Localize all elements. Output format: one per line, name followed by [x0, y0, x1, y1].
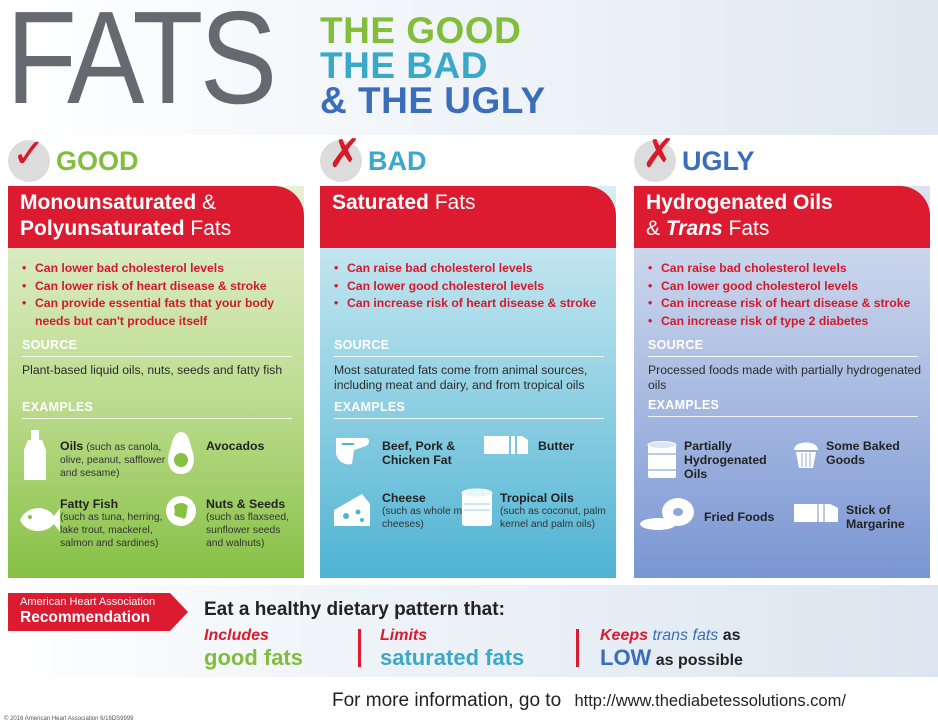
- steak-icon: [336, 438, 369, 465]
- column-bad-panel: Saturated Fats Can raise bad cholesterol…: [320, 186, 616, 578]
- divider: [648, 416, 918, 417]
- examples-heading: EXAMPLES: [22, 400, 94, 414]
- list-item: Can lower good cholesterol levels: [334, 278, 614, 296]
- cheese-icon: [334, 494, 370, 526]
- source-text: Processed foods made with partially hydr…: [648, 363, 922, 392]
- recommendation-includes: Includes good fats: [204, 627, 303, 670]
- example-baked-goods: Some Baked Goods: [826, 439, 900, 467]
- divider: [22, 356, 292, 357]
- x-mark-icon: ✗: [634, 134, 676, 182]
- muffin-icon: [794, 442, 818, 468]
- list-item: Can lower bad cholesterol levels: [22, 260, 302, 278]
- column-good-benefits: Can lower bad cholesterol levels Can low…: [22, 260, 302, 330]
- recommendation-limits: Limits saturated fats: [380, 627, 525, 670]
- source-heading: SOURCE: [22, 338, 78, 352]
- list-item: Can increase risk of heart disease & str…: [334, 295, 614, 313]
- column-good-title: Monounsaturated & Polyunsaturated Fats: [8, 186, 304, 248]
- source-heading: SOURCE: [648, 338, 704, 352]
- recommendation-keeps-low: Keeps trans fats as LOW as possible: [600, 627, 743, 670]
- copyright-text: © 2016 American Heart Association 6/16DS…: [4, 716, 134, 722]
- oil-bottle-icon: [24, 430, 46, 480]
- examples-heading: EXAMPLES: [648, 398, 720, 412]
- column-bad-label: BAD: [368, 145, 427, 176]
- example-beef-pork-chicken: Beef, Pork & Chicken Fat: [382, 439, 456, 467]
- column-bad-header: ✗ BAD: [320, 134, 427, 182]
- divider: [648, 356, 918, 357]
- example-tropical-oils: Tropical Oils (such as coconut, palm ker…: [500, 491, 606, 531]
- column-ugly-header: ✗ UGLY: [634, 134, 755, 182]
- divider: [22, 418, 292, 419]
- list-item: Can raise bad cholesterol levels: [648, 260, 928, 278]
- checkmark-icon: ✓: [8, 134, 50, 182]
- examples-heading: EXAMPLES: [334, 400, 406, 414]
- list-item: Can increase risk of heart disease & str…: [648, 295, 928, 313]
- example-fatty-fish: Fatty Fish (such as tuna, herring, lake …: [60, 497, 163, 550]
- donut-fries-icon: [640, 498, 694, 530]
- list-item: Can lower risk of heart disease & stroke: [22, 278, 302, 296]
- divider: [334, 418, 604, 419]
- tag-the-ugly: & THE UGLY: [320, 80, 546, 121]
- tag-the-bad: THE BAD: [320, 45, 488, 86]
- column-bad: ✗ BAD Saturated Fats Can raise bad chole…: [320, 134, 616, 578]
- example-avocados: Avocados: [206, 439, 265, 453]
- divider: [334, 356, 604, 357]
- nut-icon: [166, 496, 196, 526]
- recommendation-band: American Heart Association Recommendatio…: [0, 585, 938, 677]
- aha-recommendation-badge: American Heart Association Recommendatio…: [8, 593, 188, 631]
- recommendation-heading: Eat a healthy dietary pattern that:: [204, 599, 505, 620]
- list-item: Can provide essential fats that your bod…: [22, 295, 302, 330]
- fish-icon: [20, 508, 60, 532]
- column-ugly-panel: Hydrogenated Oils & Trans Fats Can raise…: [634, 186, 930, 578]
- footer-url-link[interactable]: http://www.thediabetessolutions.com/: [574, 692, 846, 710]
- avocado-icon: [168, 432, 194, 474]
- source-text: Plant-based liquid oils, nuts, seeds and…: [22, 363, 283, 377]
- column-ugly-effects: Can raise bad cholesterol levels Can low…: [648, 260, 928, 330]
- margarine-stick-icon: [794, 504, 838, 522]
- example-butter: Butter: [538, 439, 575, 453]
- example-partially-hydrogenated-oils: Partially Hydrogenated Oils: [684, 439, 767, 481]
- column-good-panel: Monounsaturated & Polyunsaturated Fats C…: [8, 186, 304, 578]
- example-margarine: Stick of Margarine: [846, 503, 905, 531]
- example-fried-foods: Fried Foods: [704, 510, 775, 524]
- example-oils: Oils (such as canola, olive, peanut, saf…: [60, 439, 166, 480]
- butter-icon: [484, 436, 528, 454]
- column-good-label: GOOD: [56, 145, 139, 176]
- divider: [358, 629, 361, 667]
- example-cheese: Cheese (such as whole milk cheeses): [382, 491, 472, 531]
- column-ugly-label: UGLY: [682, 145, 755, 176]
- list-item: Can increase risk of type 2 diabetes: [648, 313, 928, 331]
- fats-wordmark: FATS: [6, 0, 277, 131]
- column-good: ✓ GOOD Monounsaturated & Polyunsaturated…: [8, 134, 304, 578]
- source-text: Most saturated fats come from animal sou…: [334, 363, 588, 392]
- column-bad-effects: Can raise bad cholesterol levels Can low…: [334, 260, 614, 313]
- oil-can-icon: [647, 441, 677, 478]
- example-nuts-seeds: Nuts & Seeds (such as flaxseed, sunflowe…: [206, 497, 289, 550]
- source-heading: SOURCE: [334, 338, 390, 352]
- tag-the-good: THE GOOD: [320, 10, 522, 51]
- divider: [576, 629, 579, 667]
- x-mark-icon: ✗: [320, 134, 362, 182]
- footer-info: For more information, go to http://www.t…: [332, 690, 846, 712]
- column-bad-title: Saturated Fats: [320, 186, 616, 248]
- footer-text: For more information, go to: [332, 690, 562, 711]
- column-ugly: ✗ UGLY Hydrogenated Oils & Trans Fats Ca…: [634, 134, 930, 578]
- list-item: Can raise bad cholesterol levels: [334, 260, 614, 278]
- tropical-oil-jar-icon: [461, 488, 493, 526]
- list-item: Can lower good cholesterol levels: [648, 278, 928, 296]
- hero-banner: FATS THE GOOD THE BAD & THE UGLY: [0, 0, 938, 135]
- column-ugly-title: Hydrogenated Oils & Trans Fats: [634, 186, 930, 248]
- column-good-header: ✓ GOOD: [8, 134, 139, 182]
